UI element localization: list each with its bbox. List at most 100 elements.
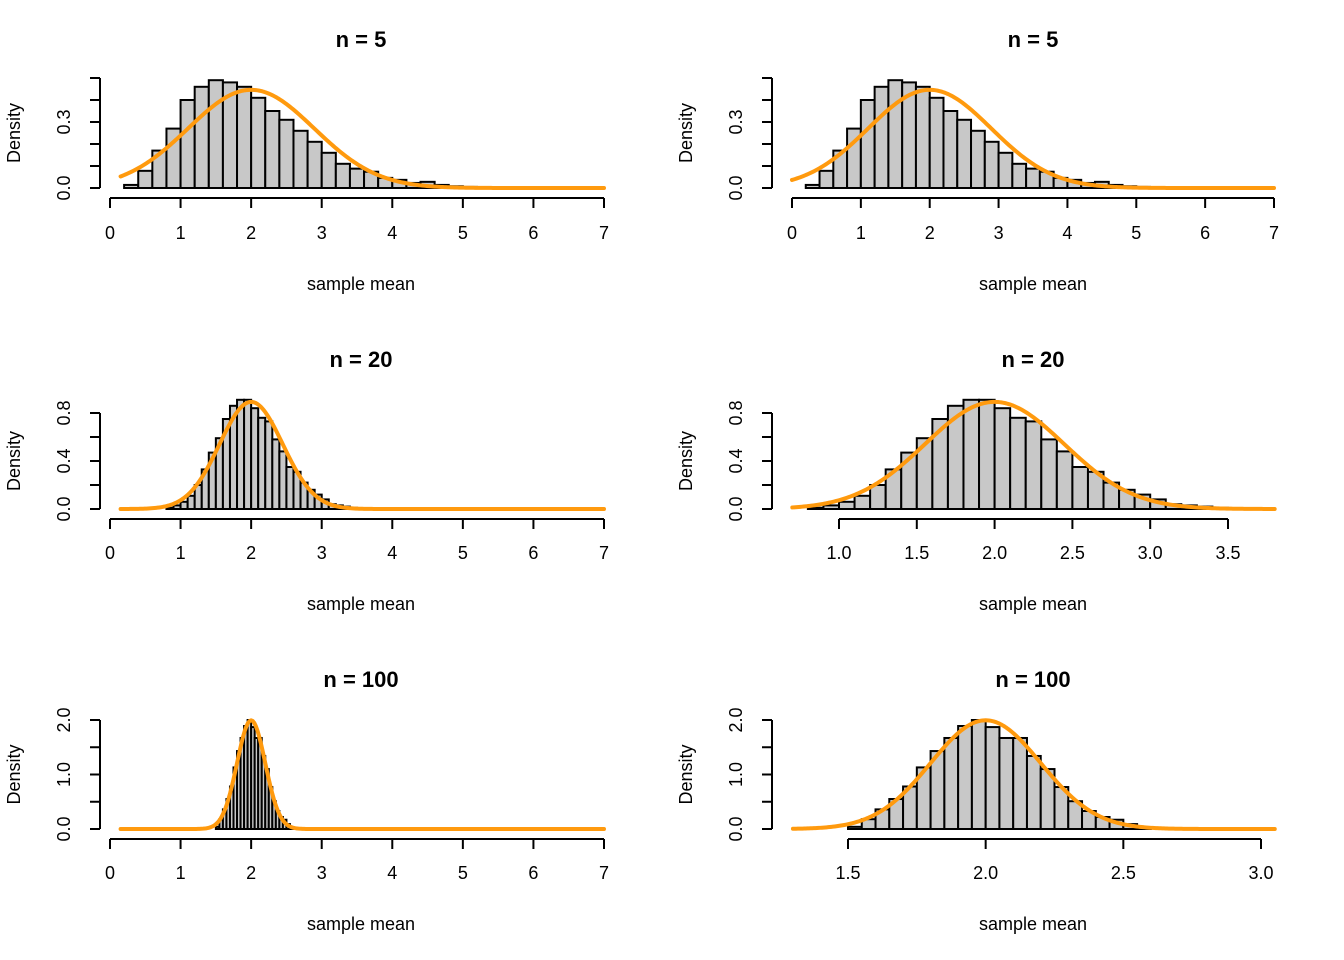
histogram-bar	[348, 167, 366, 189]
x-tick-label: 3	[317, 223, 327, 243]
y-tick-label: 2.0	[54, 707, 74, 732]
x-tick-label: 1	[176, 223, 186, 243]
histogram-bar	[914, 85, 931, 189]
histogram-bar	[962, 398, 981, 510]
panel-title: n = 100	[995, 667, 1070, 692]
histogram-bar	[172, 504, 182, 510]
x-axis-label: sample mean	[307, 594, 415, 614]
x-tick-label: 5	[458, 543, 468, 563]
histogram-bar	[993, 407, 1012, 511]
x-tick-label: 0	[105, 543, 115, 563]
x-tick-label: 3.0	[1248, 863, 1273, 883]
panel-middle-right: 1.0 1.5 2.0 2.5 3.0 3.5 0.0 0.4 0.8 Density sample…	[676, 347, 1277, 614]
x-axis-label: sample mean	[979, 594, 1087, 614]
y-tick-label: 0.8	[54, 400, 74, 425]
y-tick-label: 0.0	[54, 816, 74, 841]
x-tick-label: 5	[1131, 223, 1141, 243]
y-tick-label: 0.0	[726, 175, 746, 200]
x-tick-label: 7	[599, 863, 609, 883]
normal-density-curve	[118, 87, 606, 190]
y-tick-label: 0.8	[726, 400, 746, 425]
x-tick-label: 4	[1062, 223, 1072, 243]
normal-density-curve	[118, 718, 606, 831]
histogram-bar	[983, 140, 1000, 190]
x-tick-label: 7	[599, 543, 609, 563]
x-tick-label: 2	[246, 863, 256, 883]
histogram-bar	[818, 169, 835, 189]
histogram-bar	[1025, 167, 1041, 189]
y-axis: 0.0 0.4 0.8	[54, 400, 101, 522]
panel-bottom-left: 0 1 2 3 4 5 6 7 0.0 1.0 2.0 Density sample mean n = 1…	[4, 667, 609, 934]
histogram-bar	[943, 736, 960, 830]
x-tick-label: 1.5	[835, 863, 860, 883]
x-axis-label: sample mean	[979, 914, 1087, 934]
normal-density-curve	[790, 87, 1276, 190]
histogram-bar	[970, 129, 986, 190]
x-tick-label: 3.5	[1215, 543, 1240, 563]
panel-title: n = 100	[323, 667, 398, 692]
histogram-bar	[278, 118, 295, 189]
histogram-bar	[984, 726, 1001, 831]
x-tick-label: 3	[317, 543, 327, 563]
normal-density-curve	[118, 399, 606, 511]
histogram-bar	[264, 110, 281, 189]
x-axis: 0 1 2 3 4 5 6 7	[787, 197, 1279, 243]
y-axis: 0.0 0.3	[54, 77, 101, 201]
panel-middle-left: 0 1 2 3 4 5 6 7 0.0 0.4 0.8 Density sample mean n = 2…	[4, 347, 609, 614]
histogram-bar	[207, 79, 224, 189]
y-tick-label: 0.0	[54, 175, 74, 200]
histogram-bar	[998, 736, 1015, 830]
x-tick-label: 3	[317, 863, 327, 883]
histogram-bar	[278, 450, 288, 510]
histogram-bar	[250, 96, 267, 189]
histogram-bars	[847, 719, 1152, 831]
x-tick-label: 2	[246, 543, 256, 563]
histogram-bar	[243, 398, 253, 510]
x-tick-label: 7	[1269, 223, 1279, 243]
histogram-bar	[179, 500, 189, 510]
histogram-bar	[957, 724, 973, 830]
x-tick-label: 0	[105, 863, 115, 883]
y-axis-label: Density	[4, 431, 24, 491]
histogram-bar	[859, 99, 876, 189]
histogram-bar	[804, 183, 821, 189]
histogram-bar	[1055, 450, 1074, 510]
histogram-bar	[853, 494, 872, 510]
y-tick-label: 0.0	[726, 816, 746, 841]
x-tick-label: 6	[528, 863, 538, 883]
x-tick-label: 7	[599, 223, 609, 243]
histogram-bar	[257, 416, 267, 510]
y-tick-label: 0.0	[54, 496, 74, 521]
x-tick-label: 3.0	[1138, 543, 1163, 563]
histogram-bar	[1009, 416, 1027, 510]
x-tick-label: 1	[856, 223, 866, 243]
histogram-bar	[250, 407, 260, 511]
y-axis-label: Density	[4, 744, 24, 804]
histogram-bar	[334, 162, 351, 190]
y-tick-label: 0.4	[54, 448, 74, 473]
panel-top-left: 0 1 2 3 4 5 6 7 0.0 0.3 Density sample mean n = 5	[4, 27, 609, 294]
y-tick-label: 0.3	[54, 109, 74, 134]
x-axis: 0 1 2 3 4 5 6 7	[105, 838, 609, 883]
x-tick-label: 3	[994, 223, 1004, 243]
histogram-bar	[292, 129, 309, 190]
panel-bottom-right: 1.5 2.0 2.5 3.0 0.0 1.0 2.0 Density sample mean n…	[676, 667, 1277, 934]
x-tick-label: 6	[528, 223, 538, 243]
x-tick-label: 1.5	[904, 543, 929, 563]
y-axis-label: Density	[4, 103, 24, 163]
x-tick-label: 2	[246, 223, 256, 243]
x-tick-label: 5	[458, 223, 468, 243]
histogram-bars	[804, 79, 1207, 190]
y-tick-label: 0.3	[726, 109, 746, 134]
y-tick-label: 2.0	[726, 707, 746, 732]
x-axis-label: sample mean	[979, 274, 1087, 294]
x-tick-label: 1	[176, 863, 186, 883]
histogram-bar	[285, 466, 295, 510]
histogram-bar	[1071, 466, 1089, 510]
x-tick-label: 1.0	[826, 543, 851, 563]
x-tick-label: 2	[925, 223, 935, 243]
histogram-bar	[193, 85, 210, 189]
y-tick-label: 1.0	[726, 762, 746, 787]
x-tick-label: 2.5	[1111, 863, 1136, 883]
